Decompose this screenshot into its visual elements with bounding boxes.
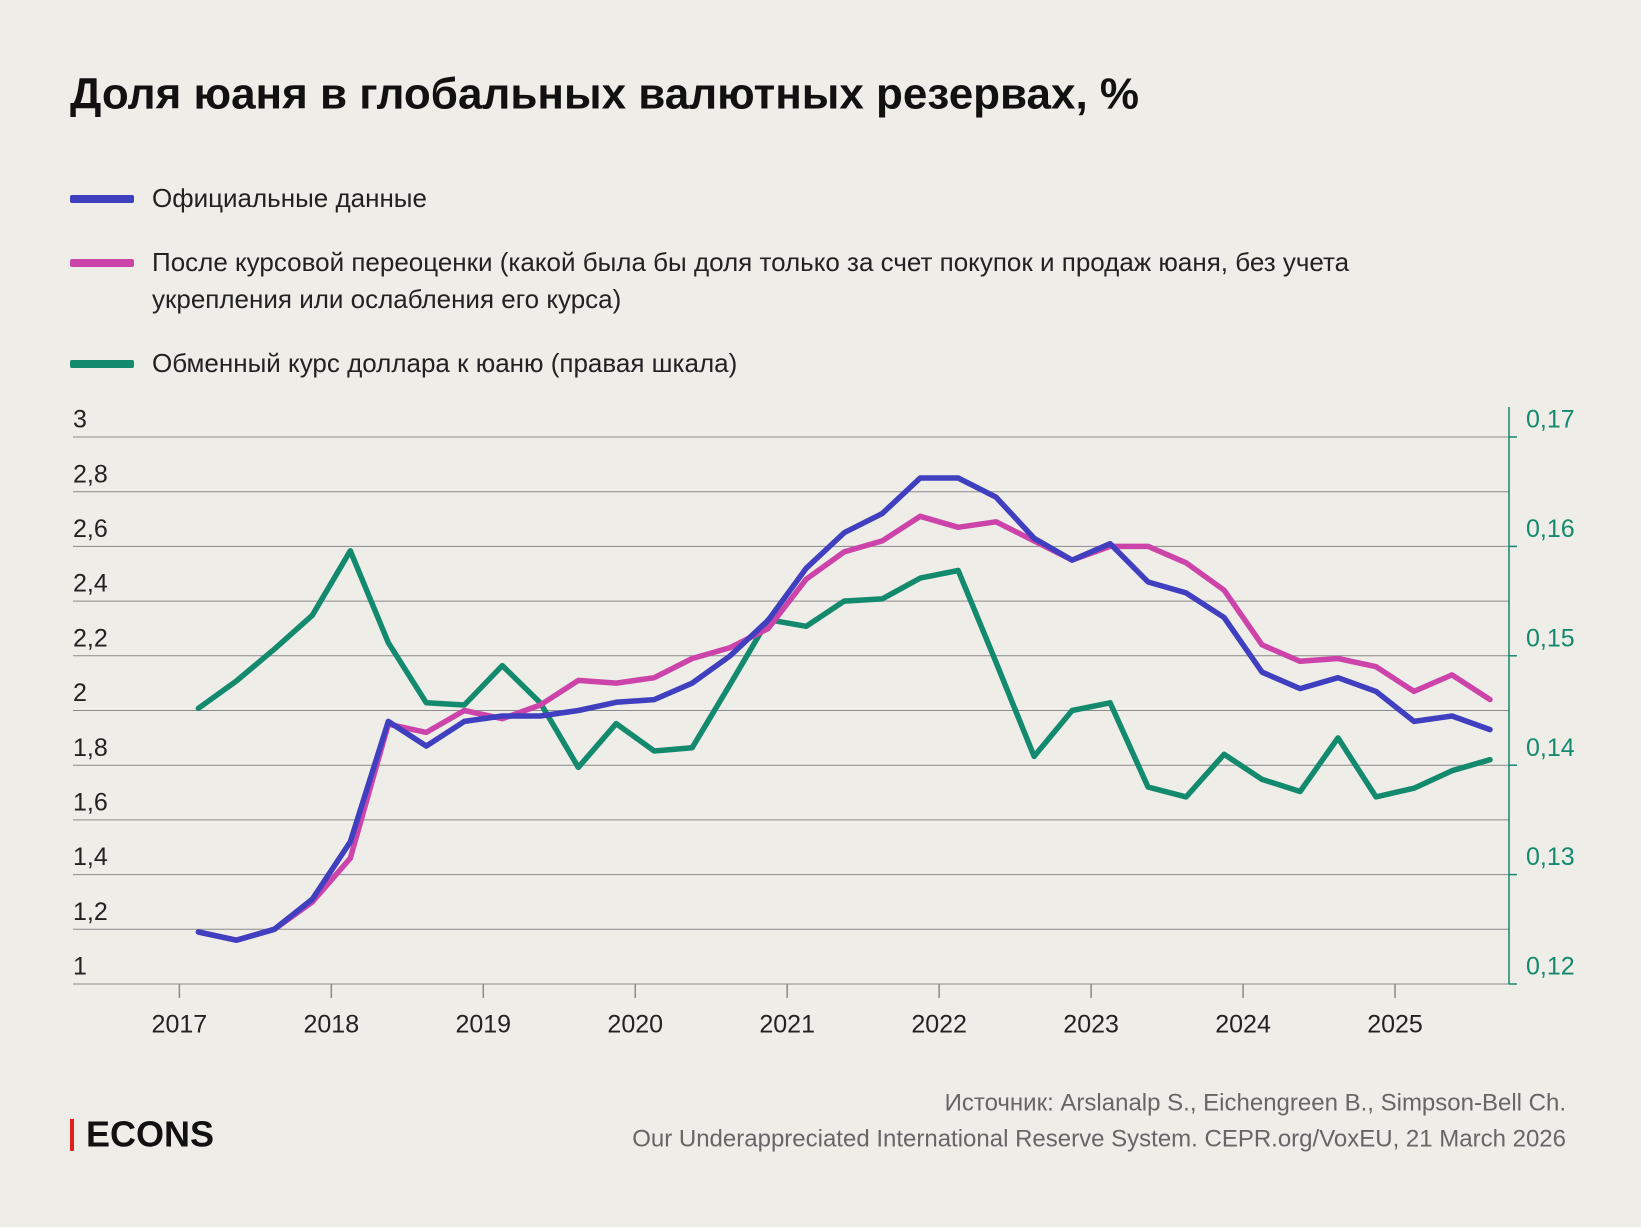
legend-swatch bbox=[70, 195, 134, 203]
y-tick-label: 3 bbox=[73, 406, 87, 434]
brand: ECONS bbox=[86, 1114, 214, 1155]
legend-swatch bbox=[70, 360, 134, 368]
y-tick-label: 2,6 bbox=[73, 515, 108, 543]
x-tick-label: 2019 bbox=[455, 1011, 511, 1039]
y-tick-label: 2,2 bbox=[73, 624, 108, 652]
legend-item: Обменный курс доллара к юаню (правая шка… bbox=[70, 345, 737, 382]
x-tick-label: 2018 bbox=[304, 1011, 360, 1039]
y-tick-label: 1,6 bbox=[73, 789, 108, 817]
y-tick-label: 1,2 bbox=[73, 898, 108, 926]
x-tick-label: 2024 bbox=[1215, 1011, 1271, 1039]
series-line bbox=[195, 548, 1493, 800]
y2-tick-label: 0,17 bbox=[1526, 406, 1575, 434]
x-tick-label: 2017 bbox=[152, 1011, 208, 1039]
legend-label: Официальные данные bbox=[152, 183, 427, 213]
y-tick-label: 1,8 bbox=[73, 734, 108, 762]
source-line: Источник: Arslanalp S., Eichengreen B., … bbox=[945, 1089, 1566, 1116]
source-line: Our Underappreciated International Reser… bbox=[632, 1125, 1566, 1152]
y2-tick-label: 0,14 bbox=[1526, 734, 1575, 762]
y-tick-label: 2,4 bbox=[73, 570, 108, 598]
x-tick-label: 2020 bbox=[607, 1011, 663, 1039]
y-tick-label: 2 bbox=[73, 679, 87, 707]
legend-item: Официальные данные bbox=[70, 180, 427, 217]
series-line bbox=[195, 513, 1493, 943]
x-tick-label: 2023 bbox=[1063, 1011, 1119, 1039]
series-line bbox=[195, 475, 1493, 943]
y-tick-label: 1 bbox=[73, 953, 87, 981]
x-tick-label: 2025 bbox=[1367, 1011, 1423, 1039]
legend-label: Обменный курс доллара к юаню (правая шка… bbox=[152, 348, 738, 378]
x-tick-label: 2022 bbox=[911, 1011, 967, 1039]
y-tick-label: 2,8 bbox=[73, 460, 108, 488]
y2-tick-label: 0,12 bbox=[1526, 953, 1575, 981]
chart-title: Доля юаня в глобальных валютных резервах… bbox=[70, 70, 1139, 119]
y2-tick-label: 0,16 bbox=[1526, 515, 1575, 543]
y2-tick-label: 0,13 bbox=[1526, 843, 1575, 871]
y-tick-label: 1,4 bbox=[73, 843, 108, 871]
y2-tick-label: 0,15 bbox=[1526, 624, 1575, 652]
legend-item: После курсовой переоценки (какой была бы… bbox=[70, 244, 1422, 318]
x-tick-label: 2021 bbox=[759, 1011, 815, 1039]
legend-swatch bbox=[70, 259, 134, 267]
brand-bar bbox=[70, 1119, 74, 1151]
legend-label: После курсовой переоценки (какой была бы… bbox=[152, 247, 1350, 314]
